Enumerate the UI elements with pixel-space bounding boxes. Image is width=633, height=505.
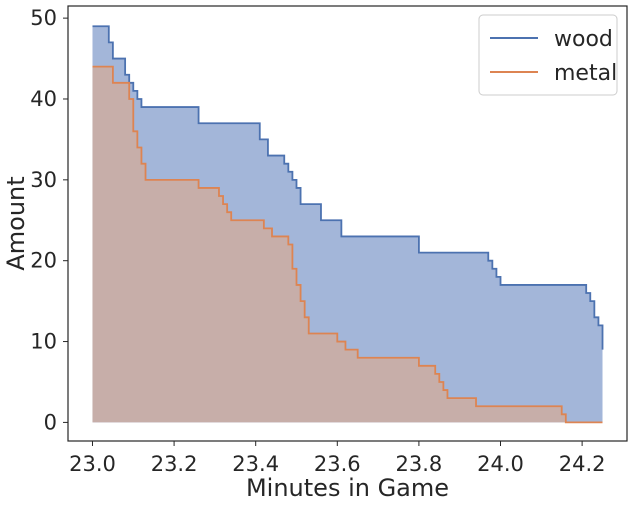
y-axis-label: Amount <box>2 176 30 270</box>
y-tick-label: 40 <box>30 87 57 111</box>
legend: wood metal <box>478 14 618 96</box>
y-tick-label: 20 <box>30 249 57 273</box>
plot-frame <box>67 5 628 442</box>
x-tick-label: 23.0 <box>69 452 116 476</box>
x-tick-label: 23.8 <box>396 452 443 476</box>
y-tick-label: 10 <box>30 330 57 354</box>
area-fill-metal <box>92 66 603 423</box>
x-tick-label: 24.0 <box>477 452 524 476</box>
x-tick-label: 23.2 <box>151 452 198 476</box>
x-axis-ticks: 23.0 23.2 23.4 23.6 23.8 24.0 24.2 <box>69 441 605 476</box>
legend-label-wood: wood <box>554 27 613 52</box>
area-fills <box>92 26 603 423</box>
series-lines <box>92 25 604 424</box>
y-tick-label: 50 <box>30 6 57 30</box>
y-tick-label: 0 <box>44 410 57 434</box>
legend-box <box>478 14 618 96</box>
x-tick-label: 24.2 <box>559 452 606 476</box>
y-tick-label: 30 <box>30 168 57 192</box>
x-tick-label: 23.4 <box>232 452 279 476</box>
y-axis-ticks: 0 10 20 30 40 50 <box>30 6 68 434</box>
legend-label-metal: metal <box>554 61 617 86</box>
series-line-wood <box>92 25 604 350</box>
series-line-metal <box>92 65 603 424</box>
x-axis-label: Minutes in Game <box>246 474 449 502</box>
x-tick-label: 23.6 <box>314 452 361 476</box>
